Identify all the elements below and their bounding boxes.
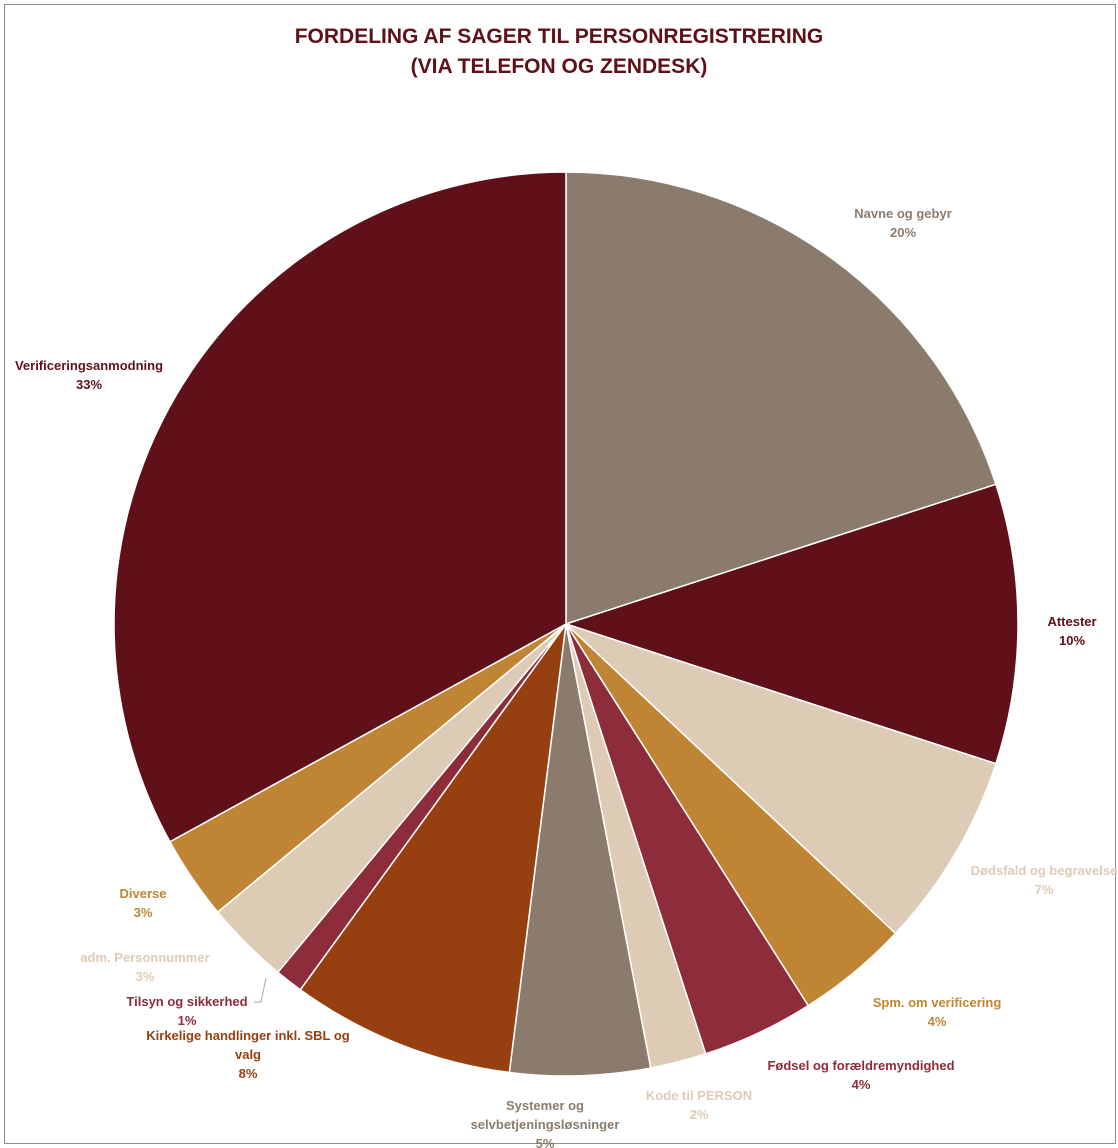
chart-title-block: FORDELING AF SAGER TIL PERSONREGISTRERIN… <box>0 22 1118 82</box>
data-labels: Navne og gebyr 20% Attester 10% Dødsfald og … <box>15 206 1117 1148</box>
slice-percent: 4% <box>852 1077 871 1092</box>
chart-title: FORDELING AF SAGER TIL PERSONREGISTRERIN… <box>294 25 824 48</box>
slice-percent: 3% <box>136 969 155 984</box>
slice-label-text: Diverse <box>120 886 167 901</box>
slice-percent: 1% <box>178 1013 197 1028</box>
pie-slice-12 <box>113 171 567 843</box>
slice-label-text: Systemer og <box>506 1098 584 1113</box>
slice-label-7: Systemer og selvbetjeningsløsninger 5% <box>471 1098 620 1148</box>
slice-label-text: Spm. om verificering <box>873 995 1002 1010</box>
slice-label-5: Fødsel og forældremyndighed 4% <box>767 1058 954 1092</box>
slice-label-text: selvbetjeningsløsninger <box>471 1117 620 1132</box>
slice-label-12: Verificeringsanmodning 33% <box>15 358 163 392</box>
slice-percent: 3% <box>134 905 153 920</box>
slice-label-9: Tilsyn og sikkerhed 1% <box>126 994 247 1028</box>
slice-label-text: Kirkelige handlinger inkl. SBL og <box>146 1028 350 1043</box>
slice-label-3: Dødsfald og begravelse 7% <box>971 863 1118 897</box>
slice-percent: 8% <box>239 1066 258 1081</box>
slice-label-text: Kode til PERSON <box>646 1088 752 1103</box>
slice-label-10: adm. Personnummer 3% <box>80 950 209 984</box>
slice-label-text: Attester <box>1047 614 1096 629</box>
leader-lines <box>254 977 267 1003</box>
slice-percent: 20% <box>890 225 916 240</box>
pie-slice-7 <box>508 623 652 1077</box>
slice-label-text: adm. Personnummer <box>80 950 209 965</box>
slice-label-6: Kode til PERSON 2% <box>646 1088 752 1122</box>
slice-percent: 10% <box>1059 633 1085 648</box>
pie-slice-3 <box>565 623 997 935</box>
slice-percent: 33% <box>76 377 102 392</box>
slice-percent: 4% <box>928 1014 947 1029</box>
slice-label-text: Tilsyn og sikkerhed <box>126 994 247 1009</box>
slice-label-2: Attester 10% <box>1047 614 1096 648</box>
pie-slice-1 <box>565 171 997 626</box>
chart-subtitle: (VIA TELEFON OG ZENDESK) <box>410 55 708 78</box>
pie-slices <box>113 171 1019 1077</box>
slice-label-1: Navne og gebyr 20% <box>854 206 952 240</box>
slice-label-text: Fødsel og forældremyndighed <box>767 1058 954 1073</box>
slice-label-4: Spm. om verificering 4% <box>873 995 1002 1029</box>
slice-label-text: valg <box>235 1047 261 1062</box>
slice-label-text: Navne og gebyr <box>854 206 952 221</box>
leader-line-tilsyn <box>254 977 267 1003</box>
slice-label-text: Dødsfald og begravelse <box>971 863 1118 878</box>
pie-slice-8 <box>299 623 567 1074</box>
slice-label-text: Verificeringsanmodning <box>15 358 163 373</box>
slice-percent: 5% <box>536 1136 555 1148</box>
slice-percent: 2% <box>690 1107 709 1122</box>
slice-label-8: Kirkelige handlinger inkl. SBL og valg 8% <box>146 1028 350 1081</box>
slice-label-11: Diverse 3% <box>120 886 167 920</box>
slice-percent: 7% <box>1035 882 1054 897</box>
pie-slice-2 <box>563 483 1019 765</box>
